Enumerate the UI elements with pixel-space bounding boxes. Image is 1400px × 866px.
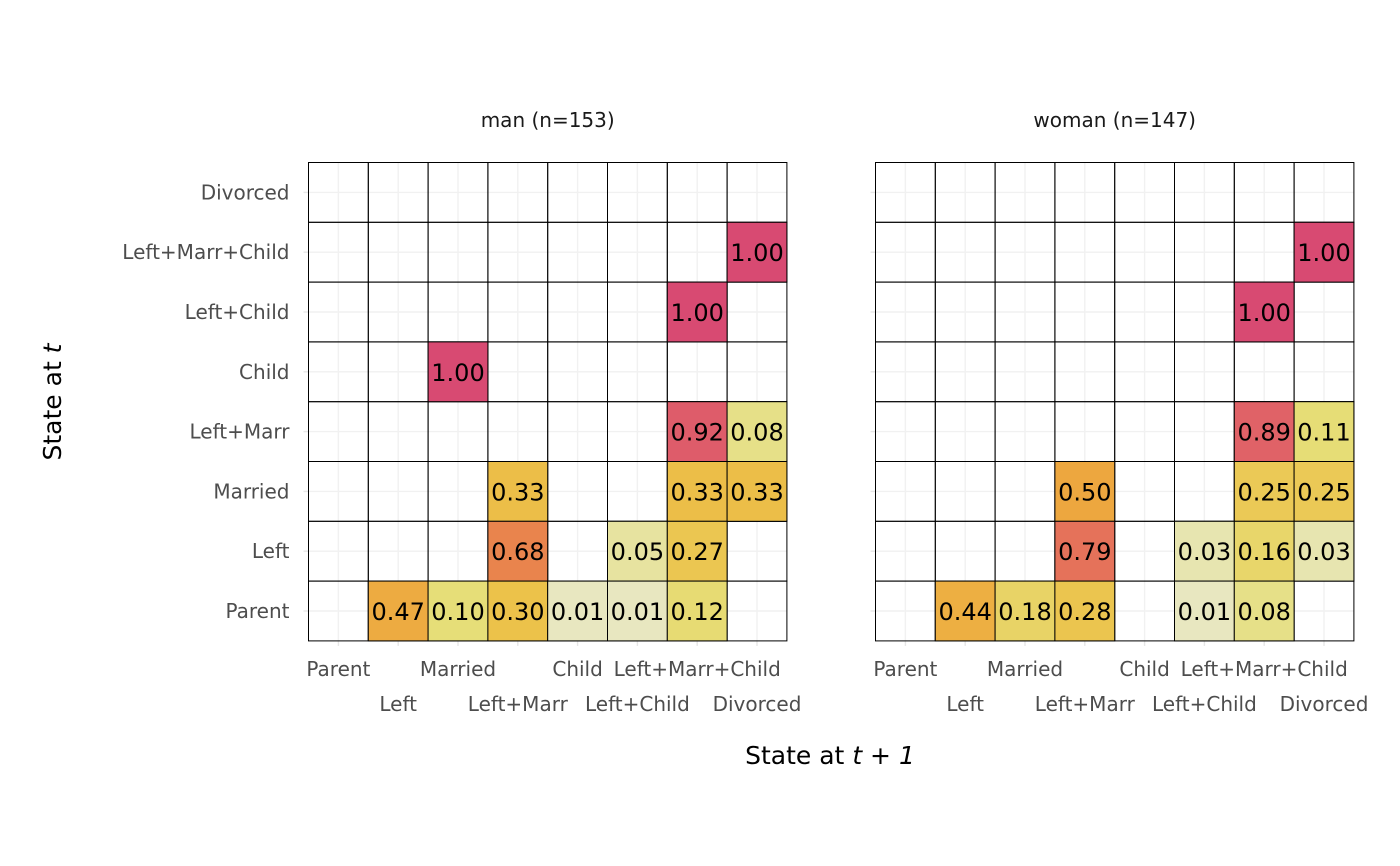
heat-cell	[1293, 461, 1355, 522]
y-tick-label: Left+Marr	[190, 420, 291, 444]
y-axis-title-var: t	[38, 342, 67, 353]
x-tick-label: Married	[420, 657, 496, 681]
y-tick-label: Parent	[225, 599, 289, 623]
x-tick-label: Left+Child	[1152, 692, 1257, 716]
heat-cell	[547, 580, 609, 642]
heat-cell	[487, 520, 549, 582]
x-tick-label: Left+Marr+Child	[614, 657, 781, 681]
cell-value-label: 0.50	[1058, 478, 1111, 506]
heat-cell	[1233, 461, 1295, 522]
heat-cell	[1174, 520, 1235, 582]
heat-cell	[487, 461, 549, 522]
cell-value-label: 0.33	[730, 478, 783, 506]
x-tick-label: Left+Marr	[468, 692, 569, 716]
cell-value-label: 0.16	[1237, 538, 1290, 566]
x-tick-label: Left	[946, 692, 984, 716]
heat-cell	[367, 580, 429, 642]
x-tick-label: Left	[379, 692, 417, 716]
heat-cell	[934, 580, 996, 642]
y-tick-label: Married	[213, 479, 289, 503]
y-tick-label: Left	[252, 539, 290, 563]
y-tick-label: Left+Marr+Child	[122, 240, 289, 264]
cell-value-label: 1.00	[431, 359, 484, 387]
heat-cell	[1233, 520, 1295, 582]
heat-cell	[666, 281, 728, 343]
panel-title: man (n=153)	[481, 108, 615, 132]
x-axis-title-var: t + 1	[852, 741, 915, 770]
cell-value-label: 0.27	[670, 538, 723, 566]
panel-1: woman (n=147)1.001.000.89 0.110.50 0.25 0.2…	[870, 108, 1369, 716]
cell-value-label: 0.25	[1237, 478, 1290, 506]
cell-value-label: 0.08	[730, 419, 783, 447]
x-tick-label: Left+Child	[585, 692, 690, 716]
x-axis-title-text: State at	[745, 741, 844, 770]
cell-value-label: 1.00	[670, 299, 723, 327]
cell-value-label: 1.00	[730, 239, 783, 267]
y-axis-title-text: State at	[38, 361, 67, 460]
cell-value-label: 0.03	[1178, 538, 1231, 566]
cell-value-label: 0.33	[670, 478, 723, 506]
x-tick-label: Left+Marr+Child	[1181, 657, 1348, 681]
heat-cell	[427, 580, 489, 642]
y-tick-label: Divorced	[201, 180, 290, 204]
panel-0: man (n=153)1.001.001.000.92 0.080.33 0.33 0…	[122, 108, 801, 716]
x-tick-label: Parent	[306, 657, 370, 681]
heat-cell	[726, 461, 788, 522]
heat-cell	[666, 520, 728, 582]
x-tick-label: Left+Marr	[1035, 692, 1136, 716]
cell-value-label: 0.18	[998, 598, 1051, 626]
heat-cell	[487, 580, 549, 642]
heat-cell	[666, 461, 728, 522]
heat-cell	[1293, 520, 1355, 582]
heat-cell	[1233, 281, 1295, 343]
heat-cell	[1054, 461, 1116, 522]
cell-value-label: 1.00	[1237, 299, 1290, 327]
y-tick-label: Child	[239, 360, 289, 384]
cell-value-label: 0.11	[1297, 419, 1350, 447]
heat-cell	[726, 401, 788, 463]
cell-value-label: 0.01	[611, 598, 664, 626]
heat-cell	[1233, 580, 1295, 642]
heat-cell	[1233, 401, 1295, 463]
cell-value-label: 0.33	[491, 478, 544, 506]
cell-value-label: 0.68	[491, 538, 544, 566]
cell-value-label: 0.30	[491, 598, 544, 626]
x-tick-label: Parent	[873, 657, 937, 681]
cell-value-label: 0.25	[1297, 478, 1350, 506]
y-tick-label: Left+Child	[185, 300, 290, 324]
x-tick-label: Divorced	[713, 692, 802, 716]
x-tick-label: Child	[552, 657, 602, 681]
cell-value-label: 0.01	[551, 598, 604, 626]
cell-value-label: 0.28	[1058, 598, 1111, 626]
cell-value-label: 0.05	[611, 538, 664, 566]
cell-value-label: 0.03	[1297, 538, 1350, 566]
heat-cell	[726, 221, 788, 283]
panels-group: man (n=153)1.001.001.000.92 0.080.33 0.33 0…	[122, 108, 1368, 716]
cell-value-label: 0.89	[1237, 419, 1290, 447]
cell-value-label: 0.08	[1237, 598, 1290, 626]
x-tick-label: Divorced	[1280, 692, 1369, 716]
heat-cell	[1054, 580, 1116, 642]
x-axis-title: State at t + 1	[745, 741, 915, 770]
y-axis-title: State at t	[38, 342, 67, 460]
heat-cell	[427, 341, 489, 403]
x-tick-label: Married	[987, 657, 1063, 681]
cell-value-label: 0.92	[670, 419, 723, 447]
cell-value-label: 0.01	[1178, 598, 1231, 626]
heat-cell	[666, 580, 728, 642]
cell-value-label: 0.47	[371, 598, 424, 626]
panel-title: woman (n=147)	[1033, 108, 1196, 132]
cell-value-label: 0.10	[431, 598, 484, 626]
cell-value-label: 0.79	[1058, 538, 1111, 566]
heat-cell	[994, 580, 1056, 642]
heat-cell	[1293, 221, 1355, 283]
cell-value-label: 0.44	[938, 598, 991, 626]
cell-value-label: 1.00	[1297, 239, 1350, 267]
cell-value-label: 0.12	[670, 598, 723, 626]
x-tick-label: Child	[1119, 657, 1169, 681]
